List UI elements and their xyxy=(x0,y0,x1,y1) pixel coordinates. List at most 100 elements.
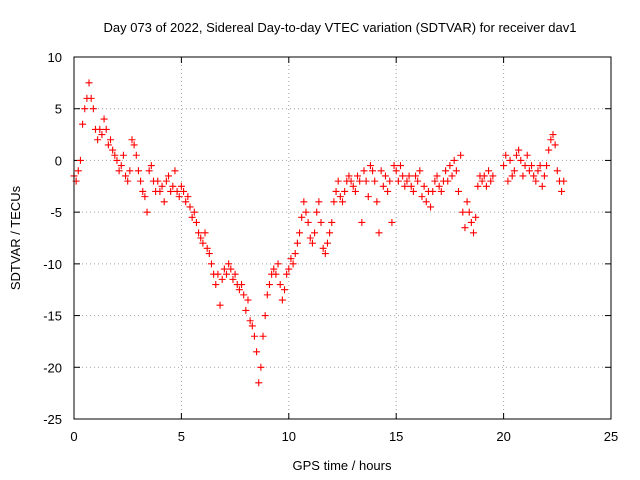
data-point xyxy=(285,265,293,273)
data-point xyxy=(358,218,366,226)
data-point xyxy=(536,162,544,170)
data-point xyxy=(345,172,353,180)
data-point xyxy=(407,182,415,190)
data-point xyxy=(291,250,299,258)
data-point xyxy=(190,208,198,216)
data-point xyxy=(89,105,97,113)
data-point xyxy=(504,177,512,185)
data-point xyxy=(96,125,104,133)
y-tick-label: 10 xyxy=(48,50,62,65)
data-point xyxy=(134,167,142,175)
data-point xyxy=(147,162,155,170)
data-point xyxy=(465,208,473,216)
data-point xyxy=(231,270,239,278)
data-point xyxy=(356,177,364,185)
data-point xyxy=(435,182,443,190)
data-point xyxy=(257,363,265,371)
data-point xyxy=(470,229,478,237)
data-point xyxy=(502,151,510,159)
data-point xyxy=(212,281,220,289)
data-point xyxy=(512,151,520,159)
y-tick-label: -25 xyxy=(43,412,62,427)
data-point xyxy=(158,182,166,190)
data-point xyxy=(130,141,138,149)
data-point xyxy=(373,198,381,206)
data-point xyxy=(287,255,295,263)
data-point xyxy=(437,187,445,195)
data-point xyxy=(386,177,394,185)
data-point xyxy=(197,234,205,242)
data-point xyxy=(244,296,252,304)
x-tick-label: 0 xyxy=(70,429,77,444)
data-point xyxy=(519,172,527,180)
data-point xyxy=(113,156,121,164)
data-point xyxy=(298,213,306,221)
data-point xyxy=(401,182,409,190)
data-point xyxy=(143,208,151,216)
x-axis-label: GPS time / hours xyxy=(293,458,392,473)
data-point xyxy=(289,260,297,268)
data-point xyxy=(76,156,84,164)
data-point xyxy=(364,193,372,201)
data-point xyxy=(227,265,235,273)
data-point xyxy=(115,167,123,175)
data-point xyxy=(433,172,441,180)
data-point xyxy=(549,131,557,139)
data-point xyxy=(184,193,192,201)
data-point xyxy=(319,244,327,252)
data-point xyxy=(459,208,467,216)
data-point xyxy=(186,203,194,211)
data-point xyxy=(173,187,181,195)
data-point xyxy=(220,265,228,273)
data-point xyxy=(81,105,89,113)
data-point xyxy=(420,182,428,190)
data-point xyxy=(276,281,284,289)
data-point xyxy=(195,229,203,237)
data-point xyxy=(416,167,424,175)
y-tick-labels: 10 5 0 -5 -10 -15 -20 -25 xyxy=(43,50,62,427)
data-point xyxy=(253,348,261,356)
data-point xyxy=(444,177,452,185)
data-point xyxy=(429,187,437,195)
data-point xyxy=(377,167,385,175)
data-point xyxy=(375,229,383,237)
x-tick-label: 20 xyxy=(496,429,510,444)
data-point xyxy=(246,317,254,325)
data-point xyxy=(414,177,422,185)
data-point xyxy=(74,167,82,175)
data-point xyxy=(360,167,368,175)
data-point xyxy=(560,177,568,185)
data-point xyxy=(283,270,291,278)
data-point xyxy=(182,198,190,206)
data-point xyxy=(349,182,357,190)
data-point xyxy=(167,187,175,195)
data-point xyxy=(169,182,177,190)
data-point xyxy=(532,177,540,185)
data-point xyxy=(293,239,301,247)
data-point xyxy=(235,286,243,294)
data-point xyxy=(124,177,132,185)
data-point xyxy=(487,177,495,185)
data-point xyxy=(145,167,153,175)
data-point xyxy=(308,239,316,247)
y-tick-label: 0 xyxy=(55,153,62,168)
data-point xyxy=(399,172,407,180)
data-point xyxy=(160,198,168,206)
y-tick-label: -10 xyxy=(43,257,62,272)
data-point xyxy=(119,151,127,159)
data-point xyxy=(330,198,338,206)
data-point xyxy=(452,167,460,175)
data-point xyxy=(478,177,486,185)
data-point xyxy=(405,172,413,180)
data-point xyxy=(510,167,518,175)
data-point xyxy=(517,156,525,164)
data-point xyxy=(328,218,336,226)
data-point xyxy=(87,94,95,102)
data-point xyxy=(201,229,209,237)
data-point xyxy=(85,79,93,87)
data-point xyxy=(547,136,555,144)
data-point xyxy=(272,270,280,278)
data-point xyxy=(332,187,340,195)
x-tick-label: 25 xyxy=(604,429,618,444)
